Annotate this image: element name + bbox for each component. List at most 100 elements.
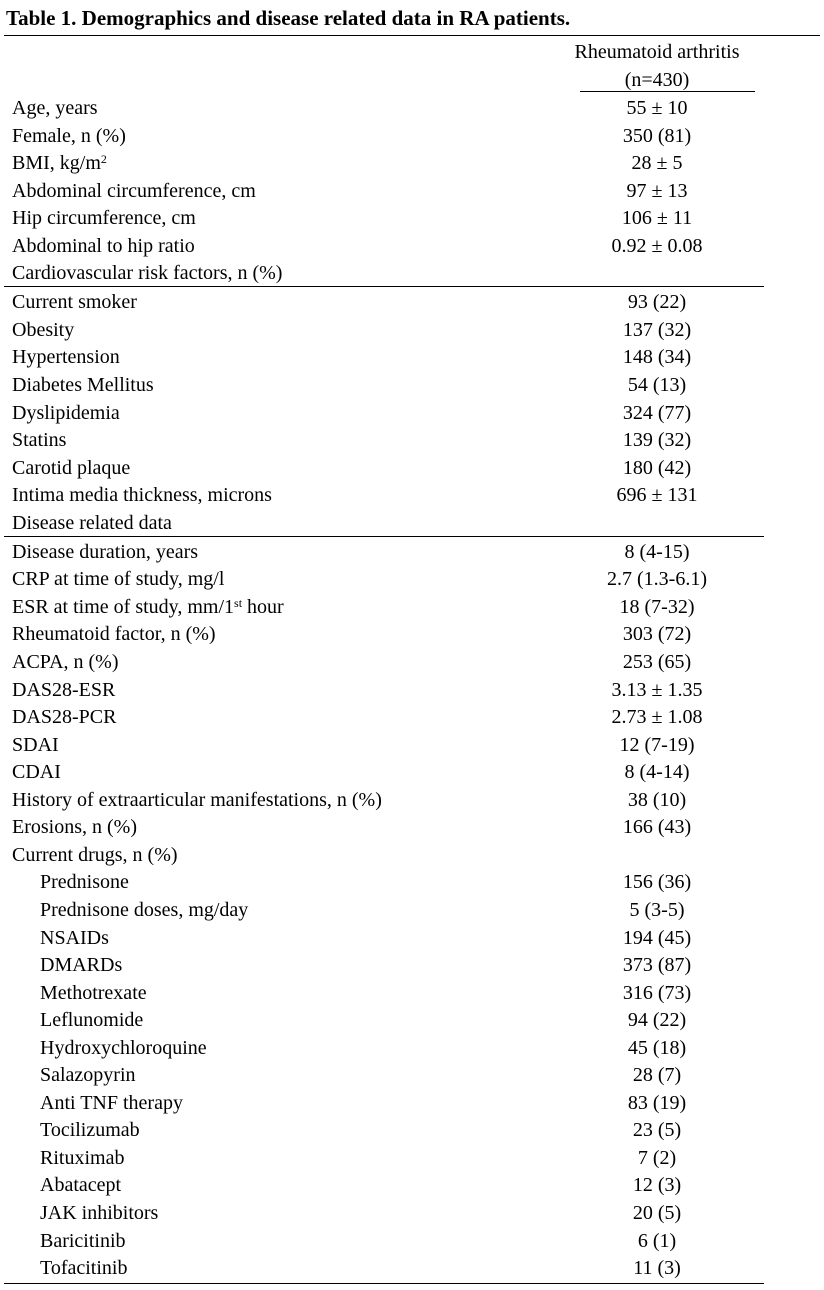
row-value: 18 (7-32) [619,595,695,618]
label-sup: 2 [100,152,107,167]
row-label: Hypertension [12,345,120,369]
rule [4,535,764,537]
rule [4,286,764,288]
label-text: Anti TNF therapy [40,1091,183,1114]
label-text: SDAI [12,733,59,756]
label-text: Abdominal to hip ratio [12,234,195,257]
row-value: 54 (13) [627,374,687,396]
section-heading: Cardiovascular risk factors, n (%) [12,262,283,285]
row-label: Baricitinib [40,1229,126,1253]
row-label: NSAIDs [40,926,109,950]
label-text: Disease duration, years [12,540,199,563]
row-label: CRP at time of study, mg/l [12,567,224,591]
row-label: Diabetes Mellitus [12,373,154,397]
label-text: Age, years [12,97,98,119]
label-text: History of extraarticular manifestations… [12,788,382,811]
row-label: Salazopyrin [40,1063,136,1087]
row-label: Methotrexate [40,981,147,1005]
row-label: CDAI [12,760,61,784]
row-value: 350 (81) [622,124,692,147]
row-value: 373 (87) [622,954,692,977]
row-label: Disease duration, years [12,540,198,564]
label-text: Hip circumference, cm [12,207,196,230]
row-label: Abdominal to hip ratio [12,234,195,258]
label-text: Prednisone doses, mg/day [40,898,249,921]
label-text: Hypertension [12,346,120,369]
label-text: Rituximab [40,1146,125,1169]
row-value: 2.7 (1.3-6.1) [607,568,707,591]
row-label: Prednisone doses, mg/day [40,898,248,922]
row-value: 12 (7-19) [619,733,695,756]
row-label: Obesity [12,318,74,342]
label-text: Statins [12,429,67,452]
row-value: 303 (72) [622,623,692,646]
row-value: 83 (19) [627,1091,687,1114]
label-text: Current smoker [12,291,137,314]
row-label: Hip circumference, cm [12,206,196,230]
row-label: Intima media thickness, microns [12,483,272,507]
row-value: 8 (4-14) [624,761,690,784]
row-value: 194 (45) [622,926,692,949]
row-value: 148 (34) [622,346,692,369]
rule [4,35,820,36]
row-value: 139 (32) [622,429,692,452]
label-text: hour [242,595,284,618]
row-value: 0.92 ± 0.08 [611,234,703,257]
row-label: Current drugs, n (%) [12,843,178,867]
section-heading: Disease related data [12,511,172,534]
row-label: Erosions, n (%) [12,815,137,839]
label-text: Prednisone [40,871,129,894]
row-value: 45 (18) [627,1036,687,1059]
row-label: Carotid plaque [12,456,130,480]
label-text: Obesity [12,318,75,341]
row-value: 38 (10) [627,788,687,811]
label-text: Abatacept [40,1174,122,1197]
row-label: Anti TNF therapy [40,1091,183,1115]
row-value: 55 ± 10 [626,97,688,119]
label-text: Methotrexate [40,981,147,1004]
label-text: Tofacitinib [40,1257,128,1280]
row-label: History of extraarticular manifestations… [12,788,382,812]
row-value: 28 ± 5 [631,152,683,175]
row-value: 28 (7) [632,1064,682,1087]
label-text: DAS28-PCR [12,706,117,729]
rule [4,1282,764,1284]
row-label: DAS28-ESR [12,678,115,702]
row-value: 324 (77) [622,401,692,424]
label-text: Intima media thickness, microns [12,484,272,507]
row-label: Prednisone [40,870,129,894]
row-value: 11 (3) [633,1257,681,1280]
label-text: Female, n (%) [12,124,126,147]
row-value: 93 (22) [627,291,687,314]
row-value: 8 (4-15) [624,540,690,563]
label-text: JAK inhibitors [40,1202,159,1224]
label-text: Dyslipidemia [12,401,120,424]
row-value: 6 (1) [637,1229,677,1252]
label-text: Diabetes Mellitus [12,374,154,396]
row-label: Abatacept [40,1173,121,1197]
row-value: 97 ± 13 [626,179,688,202]
row-label: Tocilizumab [40,1118,140,1142]
label-text: BMI, kg/m [12,152,101,175]
label-text: DMARDs [40,954,123,977]
row-value: 2.73 ± 1.08 [611,706,703,729]
row-label: Leflunomide [40,1008,143,1032]
row-value: 316 (73) [622,981,692,1004]
label-text: DAS28-ESR [12,678,116,701]
column-header: (n=430) [624,69,690,91]
row-label: DAS28-PCR [12,705,116,729]
label-text: Salazopyrin [40,1064,136,1087]
row-label: Dyslipidemia [12,401,120,425]
row-label: Hydroxychloroquine [40,1036,207,1060]
row-value: 12 (3) [632,1174,682,1197]
label-text: ACPA, n (%) [12,651,119,673]
label-text: NSAIDs [40,926,109,949]
label-text: Current drugs, n (%) [12,843,178,866]
label-text: Tocilizumab [40,1119,140,1142]
row-label: Female, n (%) [12,124,126,148]
label-text: Erosions, n (%) [12,816,137,839]
label-text: Hydroxychloroquine [40,1036,207,1059]
label-text: Carotid plaque [12,456,131,479]
row-label: Age, years [12,96,98,120]
